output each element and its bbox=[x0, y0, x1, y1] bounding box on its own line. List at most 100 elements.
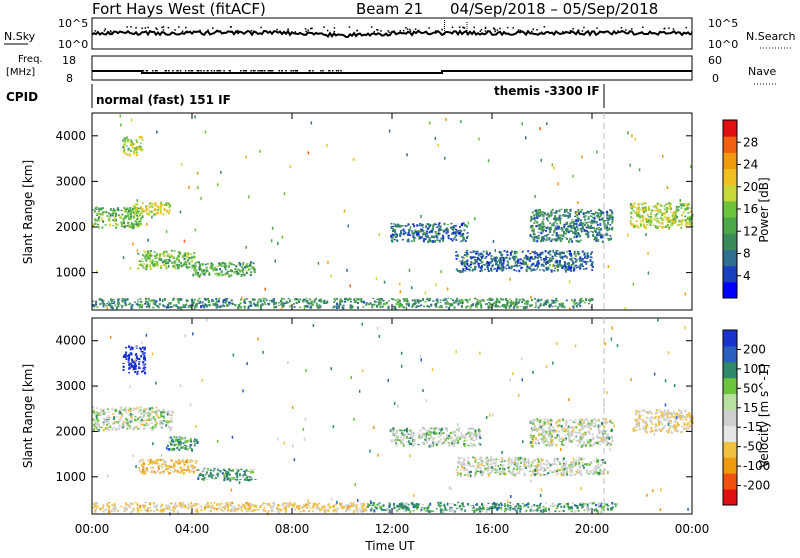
range-gate-cell bbox=[139, 508, 141, 509]
range-gate-cell bbox=[138, 264, 140, 266]
range-gate-cell bbox=[337, 507, 339, 508]
range-gate-cell bbox=[538, 235, 540, 237]
range-gate-cell bbox=[540, 458, 542, 459]
range-gate-cell bbox=[524, 464, 526, 466]
range-gate-cell bbox=[433, 442, 435, 444]
range-gate-cell bbox=[195, 273, 197, 275]
range-gate-cell bbox=[304, 505, 306, 507]
range-gate-cell bbox=[440, 434, 442, 437]
range-gate-cell bbox=[179, 502, 181, 504]
range-gate-cell bbox=[366, 302, 368, 305]
scatter-cell bbox=[290, 165, 292, 168]
nave-dot bbox=[172, 70, 174, 72]
range-gate-cell bbox=[228, 265, 230, 267]
range-gate-cell bbox=[117, 510, 119, 512]
range-gate-cell bbox=[232, 477, 234, 479]
range-gate-cell bbox=[485, 461, 487, 464]
range-gate-cell bbox=[663, 226, 665, 228]
nave-dot bbox=[220, 70, 222, 72]
range-gate-cell bbox=[548, 251, 550, 253]
range-gate-cell bbox=[579, 305, 581, 307]
range-gate-cell bbox=[519, 299, 521, 301]
range-gate-cell bbox=[111, 504, 113, 505]
range-gate-cell bbox=[135, 502, 137, 503]
range-gate-cell bbox=[673, 218, 675, 220]
range-gate-cell bbox=[409, 430, 411, 432]
range-gate-cell bbox=[144, 366, 146, 368]
range-gate-cell bbox=[257, 303, 259, 305]
range-gate-cell bbox=[583, 261, 585, 262]
range-gate-cell bbox=[208, 301, 210, 302]
range-gate-cell bbox=[421, 236, 423, 238]
noise-search-dot bbox=[295, 31, 297, 33]
range-gate-cell bbox=[346, 507, 348, 509]
range-gate-cell bbox=[522, 298, 524, 299]
range-gate-cell bbox=[289, 305, 291, 307]
range-gate-cell bbox=[246, 510, 248, 512]
range-gate-cell bbox=[134, 371, 136, 373]
range-gate-cell bbox=[412, 300, 414, 302]
range-gate-cell bbox=[455, 229, 457, 230]
range-gate-cell bbox=[495, 458, 497, 460]
range-gate-cell bbox=[299, 299, 301, 301]
range-gate-cell bbox=[440, 431, 442, 432]
nave-dot bbox=[165, 70, 167, 72]
scatter-cell bbox=[376, 277, 378, 280]
range-gate-cell bbox=[112, 214, 114, 215]
range-gate-cell bbox=[574, 258, 576, 259]
range-gate-cell bbox=[573, 269, 575, 271]
range-gate-cell bbox=[376, 305, 378, 308]
range-gate-cell bbox=[111, 408, 113, 411]
range-gate-cell bbox=[408, 303, 410, 305]
range-gate-cell bbox=[594, 237, 596, 239]
range-gate-cell bbox=[254, 305, 256, 307]
range-gate-cell bbox=[556, 260, 558, 263]
range-gate-cell bbox=[571, 240, 573, 242]
range-gate-cell bbox=[407, 300, 409, 303]
range-gate-cell bbox=[500, 262, 502, 263]
noise-search-dot bbox=[400, 30, 402, 32]
range-gate-cell bbox=[590, 253, 592, 255]
range-gate-cell bbox=[472, 440, 474, 441]
scatter-cell bbox=[460, 120, 462, 123]
range-gate-cell bbox=[264, 304, 266, 305]
range-gate-cell bbox=[491, 255, 493, 257]
range-gate-cell bbox=[630, 212, 632, 215]
range-gate-cell bbox=[169, 204, 171, 207]
range-gate-cell bbox=[566, 256, 568, 258]
range-gate-cell bbox=[269, 300, 271, 301]
range-gate-cell bbox=[165, 265, 167, 267]
range-gate-cell bbox=[531, 236, 533, 238]
scatter-cell bbox=[197, 186, 199, 189]
range-gate-cell bbox=[535, 236, 537, 238]
range-gate-cell bbox=[170, 503, 172, 505]
range-gate-cell bbox=[587, 252, 589, 254]
range-gate-cell bbox=[218, 508, 220, 510]
range-gate-cell bbox=[562, 235, 564, 237]
noise-search-dot bbox=[642, 27, 644, 29]
range-gate-cell bbox=[307, 301, 309, 303]
range-gate-cell bbox=[141, 258, 143, 260]
range-gate-cell bbox=[146, 306, 148, 308]
range-gate-cell bbox=[589, 299, 591, 302]
range-gate-cell bbox=[435, 303, 437, 306]
range-gate-cell bbox=[524, 257, 526, 259]
nave-dot bbox=[254, 70, 256, 72]
range-gate-cell bbox=[212, 506, 214, 508]
scatter-cell bbox=[318, 262, 320, 265]
range-gate-cell bbox=[142, 472, 144, 475]
range-gate-cell bbox=[145, 509, 147, 511]
range-gate-cell bbox=[554, 458, 556, 460]
noise-search-dot bbox=[186, 31, 188, 33]
range-gate-cell bbox=[163, 417, 165, 418]
range-gate-cell bbox=[448, 445, 450, 447]
range-gate-cell bbox=[248, 471, 250, 472]
range-gate-cell bbox=[490, 463, 492, 464]
scatter-cell bbox=[595, 211, 597, 214]
range-gate-cell bbox=[147, 304, 149, 306]
range-gate-cell bbox=[594, 217, 596, 220]
range-gate-cell bbox=[675, 213, 677, 215]
range-gate-cell bbox=[532, 211, 534, 213]
range-gate-cell bbox=[160, 265, 162, 268]
range-gate-cell bbox=[193, 440, 195, 442]
